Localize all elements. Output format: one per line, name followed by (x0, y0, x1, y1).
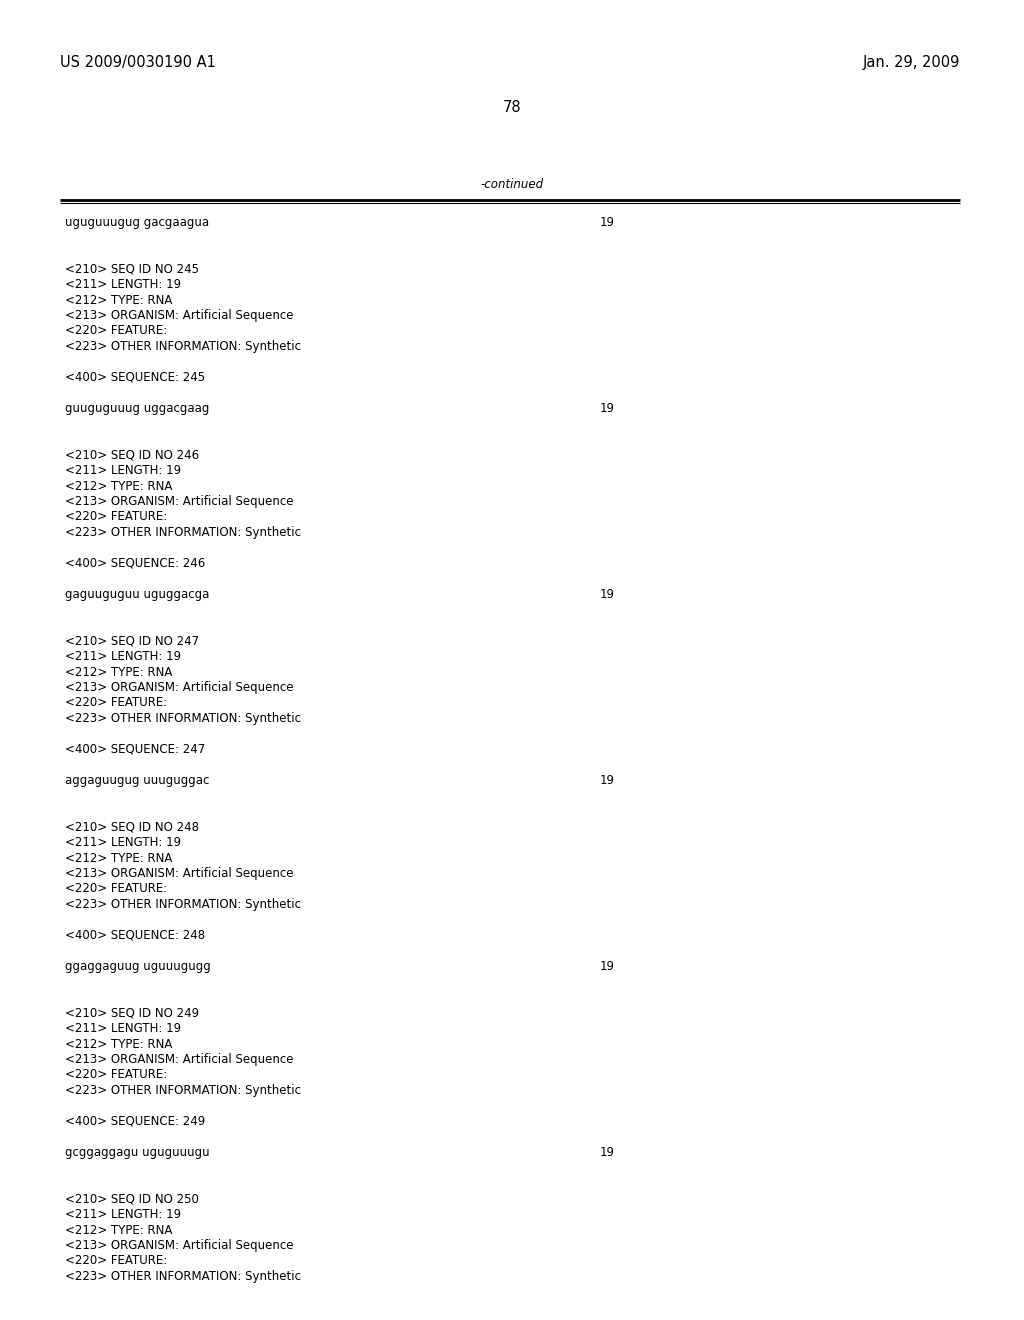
Text: gaguuguguu uguggacga: gaguuguguu uguggacga (65, 587, 209, 601)
Text: <211> LENGTH: 19: <211> LENGTH: 19 (65, 279, 181, 290)
Text: <223> OTHER INFORMATION: Synthetic: <223> OTHER INFORMATION: Synthetic (65, 898, 301, 911)
Text: guuguguuug uggacgaag: guuguguuug uggacgaag (65, 403, 209, 414)
Text: <212> TYPE: RNA: <212> TYPE: RNA (65, 851, 172, 865)
Text: <223> OTHER INFORMATION: Synthetic: <223> OTHER INFORMATION: Synthetic (65, 341, 301, 352)
Text: <212> TYPE: RNA: <212> TYPE: RNA (65, 293, 172, 306)
Text: <210> SEQ ID NO 249: <210> SEQ ID NO 249 (65, 1006, 199, 1019)
Text: <220> FEATURE:: <220> FEATURE: (65, 325, 167, 338)
Text: <400> SEQUENCE: 245: <400> SEQUENCE: 245 (65, 371, 205, 384)
Text: <211> LENGTH: 19: <211> LENGTH: 19 (65, 836, 181, 849)
Text: ggaggaguug uguuugugg: ggaggaguug uguuugugg (65, 960, 211, 973)
Text: <211> LENGTH: 19: <211> LENGTH: 19 (65, 465, 181, 477)
Text: <220> FEATURE:: <220> FEATURE: (65, 511, 167, 524)
Text: -continued: -continued (480, 178, 544, 191)
Text: <220> FEATURE:: <220> FEATURE: (65, 1254, 167, 1267)
Text: <211> LENGTH: 19: <211> LENGTH: 19 (65, 1022, 181, 1035)
Text: <223> OTHER INFORMATION: Synthetic: <223> OTHER INFORMATION: Synthetic (65, 711, 301, 725)
Text: <210> SEQ ID NO 246: <210> SEQ ID NO 246 (65, 449, 199, 462)
Text: 78: 78 (503, 100, 521, 115)
Text: 19: 19 (600, 774, 615, 787)
Text: <210> SEQ ID NO 248: <210> SEQ ID NO 248 (65, 821, 199, 833)
Text: <220> FEATURE:: <220> FEATURE: (65, 697, 167, 710)
Text: 19: 19 (600, 403, 615, 414)
Text: <213> ORGANISM: Artificial Sequence: <213> ORGANISM: Artificial Sequence (65, 681, 294, 694)
Text: <212> TYPE: RNA: <212> TYPE: RNA (65, 665, 172, 678)
Text: <223> OTHER INFORMATION: Synthetic: <223> OTHER INFORMATION: Synthetic (65, 525, 301, 539)
Text: aggaguugug uuuguggac: aggaguugug uuuguggac (65, 774, 209, 787)
Text: <223> OTHER INFORMATION: Synthetic: <223> OTHER INFORMATION: Synthetic (65, 1270, 301, 1283)
Text: <212> TYPE: RNA: <212> TYPE: RNA (65, 479, 172, 492)
Text: <220> FEATURE:: <220> FEATURE: (65, 883, 167, 895)
Text: <210> SEQ ID NO 245: <210> SEQ ID NO 245 (65, 263, 199, 276)
Text: <213> ORGANISM: Artificial Sequence: <213> ORGANISM: Artificial Sequence (65, 867, 294, 880)
Text: US 2009/0030190 A1: US 2009/0030190 A1 (60, 55, 216, 70)
Text: 19: 19 (600, 587, 615, 601)
Text: <213> ORGANISM: Artificial Sequence: <213> ORGANISM: Artificial Sequence (65, 1239, 294, 1251)
Text: <213> ORGANISM: Artificial Sequence: <213> ORGANISM: Artificial Sequence (65, 1053, 294, 1067)
Text: gcggaggagu uguguuugu: gcggaggagu uguguuugu (65, 1146, 210, 1159)
Text: Jan. 29, 2009: Jan. 29, 2009 (862, 55, 961, 70)
Text: <212> TYPE: RNA: <212> TYPE: RNA (65, 1224, 172, 1237)
Text: 19: 19 (600, 216, 615, 228)
Text: <211> LENGTH: 19: <211> LENGTH: 19 (65, 649, 181, 663)
Text: <210> SEQ ID NO 250: <210> SEQ ID NO 250 (65, 1192, 199, 1205)
Text: 19: 19 (600, 960, 615, 973)
Text: <400> SEQUENCE: 248: <400> SEQUENCE: 248 (65, 929, 205, 942)
Text: <213> ORGANISM: Artificial Sequence: <213> ORGANISM: Artificial Sequence (65, 495, 294, 508)
Text: 19: 19 (600, 1146, 615, 1159)
Text: <213> ORGANISM: Artificial Sequence: <213> ORGANISM: Artificial Sequence (65, 309, 294, 322)
Text: <223> OTHER INFORMATION: Synthetic: <223> OTHER INFORMATION: Synthetic (65, 1084, 301, 1097)
Text: <400> SEQUENCE: 247: <400> SEQUENCE: 247 (65, 743, 205, 756)
Text: <210> SEQ ID NO 247: <210> SEQ ID NO 247 (65, 635, 199, 648)
Text: <400> SEQUENCE: 249: <400> SEQUENCE: 249 (65, 1115, 205, 1129)
Text: <212> TYPE: RNA: <212> TYPE: RNA (65, 1038, 172, 1051)
Text: uguguuugug gacgaagua: uguguuugug gacgaagua (65, 216, 209, 228)
Text: <400> SEQUENCE: 246: <400> SEQUENCE: 246 (65, 557, 205, 570)
Text: <211> LENGTH: 19: <211> LENGTH: 19 (65, 1208, 181, 1221)
Text: <220> FEATURE:: <220> FEATURE: (65, 1068, 167, 1081)
